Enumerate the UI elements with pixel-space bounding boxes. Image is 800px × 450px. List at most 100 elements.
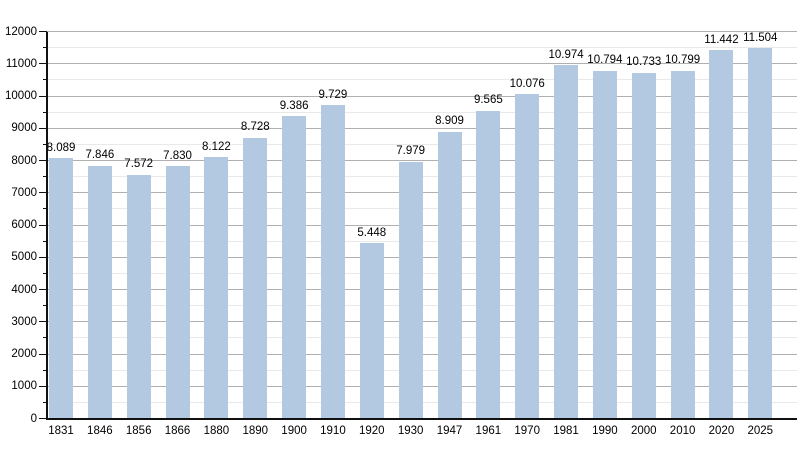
bar-value-label: 8.728 [240,121,270,134]
bar-1970 [515,94,540,419]
x-axis-line [47,418,797,420]
bar-1846 [87,165,112,419]
x-axis-tick-label: 1856 [125,425,152,437]
y-axis-minor-tick [43,401,47,403]
y-axis-tick-label: 0 [30,412,37,425]
minor-gridline [47,79,797,81]
bar-value-label: 9.386 [279,99,309,112]
y-axis-major-tick [39,289,47,290]
bar-1961 [476,110,501,419]
x-axis-tick-label: 1866 [164,425,191,437]
y-axis-minor-tick [43,337,47,339]
bar-1920 [359,243,384,419]
bar-value-label: 10.799 [665,54,701,67]
bar-value-label: 7.979 [396,145,426,158]
bar-1880 [204,157,229,419]
y-axis-minor-tick [43,369,47,371]
y-axis-major-tick [39,418,47,419]
x-axis-tick-label: 1930 [397,425,424,437]
bar-value-label: 5.448 [357,226,387,239]
y-axis-tick-label: 9000 [11,122,37,134]
bar-1856 [126,174,151,419]
plot-area: 0 1000 2000 3000 4000 5000 6000 7000 8000 9000 100… [5,26,797,437]
y-axis-major-tick [39,31,47,32]
bar-value-label: 10.974 [548,48,584,61]
y-axis-tick-label: 1000 [11,380,37,392]
x-axis-tick-label: 2025 [747,425,774,437]
bar-1981 [554,65,579,419]
y-axis-minor-tick [43,176,47,178]
x-axis-tick-label: 1970 [514,425,540,437]
bar-1831 [49,158,73,419]
x-axis-tick-label: 1981 [553,425,579,437]
y-axis-tick-label: 4000 [11,283,37,296]
y-axis-major-tick [39,160,47,161]
y-axis-major-tick [39,353,47,355]
bar-2020 [709,50,734,419]
bar-value-label: 8.122 [202,140,231,153]
y-axis-tick-label: 3000 [11,315,37,328]
bar-2000 [631,72,656,419]
y-axis-tick-label: 11000 [5,57,37,70]
bar-1947 [437,131,462,419]
y-axis-tick-label: 8000 [11,154,37,167]
bar-1900 [282,116,307,419]
minor-gridline [47,143,797,145]
x-axis-tick-label: 1880 [203,425,230,437]
bar-value-label: 7.846 [85,149,115,162]
bar-1866 [165,166,190,419]
bar-value-label: 7.572 [124,158,154,171]
major-gridline [47,160,797,161]
major-gridline [47,127,797,129]
y-axis-tick-label: 7000 [11,186,37,199]
y-axis-major-tick [39,127,47,129]
y-axis-major-tick [39,256,47,258]
x-axis-tick-label: 1846 [87,425,113,437]
y-axis-minor-tick [43,143,47,145]
y-axis-minor-tick [43,305,47,307]
bar-value-label: 7.830 [163,149,192,162]
y-axis-line [46,32,48,420]
bar-1890 [243,137,268,419]
x-axis-tick-label: 1961 [475,425,502,437]
y-axis-tick-label: 10000 [5,89,37,102]
y-axis-major-tick [39,385,47,387]
y-axis-major-tick [39,63,47,65]
y-axis-minor-tick [43,240,47,242]
bar-value-label: 8.909 [435,115,464,128]
bar-value-label: 11.442 [704,33,739,46]
bar-value-label: 9.729 [318,88,348,101]
x-axis-tick-label: 1890 [242,425,269,437]
major-gridline [47,95,797,97]
y-axis-tick-label: 12000 [5,25,37,38]
bar-value-label: 10.733 [626,56,662,69]
x-axis-tick-label: 1900 [281,425,307,437]
y-axis-major-tick [39,224,47,226]
bar-1930 [398,161,423,419]
bar-2025 [748,48,773,419]
x-axis-tick-label: 2000 [630,425,657,437]
y-axis-minor-tick [43,79,47,81]
y-axis-tick-label: 6000 [11,218,37,231]
bar-value-label: 9.565 [473,94,503,107]
minor-gridline [47,47,797,49]
major-gridline [47,31,797,32]
minor-gridline [47,111,797,113]
y-axis-major-tick [39,95,47,97]
y-axis-tick-label: 2000 [11,347,37,360]
bar-1910 [320,105,345,419]
major-gridline [47,63,797,65]
y-axis-tick-label: 5000 [11,251,37,263]
bar-1990 [592,70,617,419]
y-axis-major-tick [39,192,47,194]
x-axis-tick-label: 2020 [708,425,735,437]
y-axis-minor-tick [43,47,47,49]
bar-value-label: 10.794 [587,54,623,67]
bar-value-label: 8.089 [46,141,76,154]
x-axis-tick-label: 1990 [592,425,618,437]
x-axis-tick-label: 1831 [48,425,74,437]
y-axis-major-tick [39,321,47,323]
x-axis-tick-label: 1947 [436,425,463,437]
x-axis-tick-label: 1910 [320,425,346,437]
